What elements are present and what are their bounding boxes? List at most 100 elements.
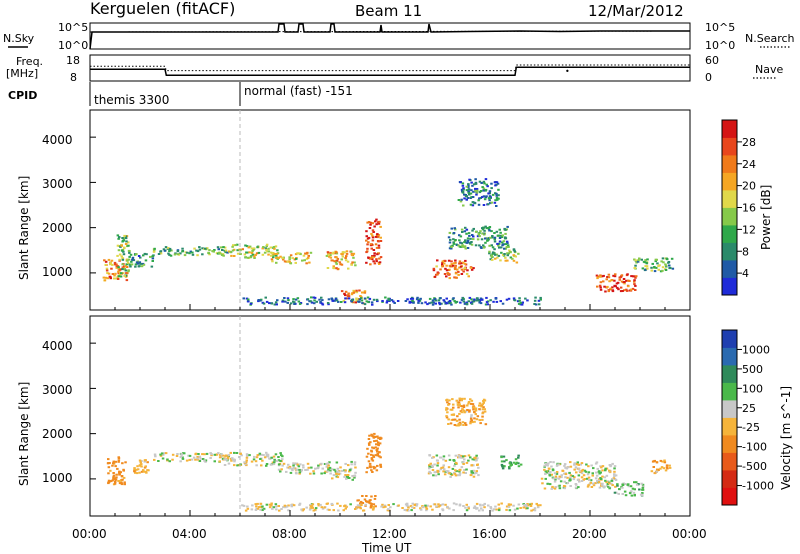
freq-trace — [90, 66, 690, 77]
power-cell — [266, 250, 269, 253]
power-cell — [489, 258, 492, 261]
velocity-cell — [171, 453, 175, 456]
velocity-cell — [509, 503, 512, 506]
power-cell — [275, 303, 278, 306]
velocity-cell — [153, 453, 157, 456]
velocity-cell — [291, 467, 294, 470]
velocity-cell — [452, 413, 456, 416]
velocity-cell — [157, 460, 160, 462]
power-cell — [286, 297, 290, 300]
power-cell — [481, 232, 484, 235]
x-tick-label: 08:00 — [272, 527, 307, 541]
power-cell — [247, 246, 250, 249]
power-cell — [509, 251, 512, 254]
velocity-cell — [338, 472, 342, 475]
power-y-tick: 4000 — [42, 133, 73, 147]
power-cell — [255, 252, 259, 255]
power-cell — [372, 255, 376, 258]
power-frame — [89, 109, 691, 311]
velocity-cell — [280, 454, 283, 457]
velocity-cell — [550, 465, 553, 468]
velocity-cell — [411, 502, 414, 505]
velocity-cell — [277, 468, 281, 471]
velocity-cell — [353, 475, 357, 478]
power-cell — [496, 198, 499, 201]
power-cell — [135, 261, 139, 264]
velocity-cell — [443, 468, 446, 471]
power-cell — [270, 254, 273, 257]
power-cell — [189, 250, 192, 253]
power-cell — [482, 244, 485, 247]
power-cell — [241, 248, 244, 251]
velocity-cell — [472, 506, 476, 509]
velocity-cell — [469, 398, 472, 401]
velocity-cell — [476, 415, 480, 418]
velocity-cell — [106, 462, 110, 465]
velocity-cell — [569, 476, 572, 479]
velocity-cell — [117, 459, 121, 462]
velocity-cell — [386, 509, 390, 512]
velocity-cell — [596, 479, 599, 482]
power-cell — [111, 263, 114, 266]
velocity-cell — [111, 464, 114, 467]
velocity-cell — [354, 508, 357, 510]
power-cell — [345, 250, 349, 253]
power-cell — [376, 300, 379, 303]
velocity-cell — [254, 460, 258, 463]
power-cell — [517, 252, 520, 255]
power-cell — [498, 228, 501, 231]
power-cell — [467, 275, 470, 278]
velocity-cell — [462, 406, 466, 408]
power-cell — [504, 243, 507, 246]
power-cell — [449, 265, 452, 268]
nave-tick-bottom: 0 — [705, 71, 712, 84]
velocity-cell — [265, 503, 269, 506]
power-cell — [143, 252, 147, 255]
power-cell — [516, 300, 520, 303]
velocity-cell — [275, 508, 278, 511]
power-cell — [411, 297, 415, 300]
power-cell — [501, 253, 505, 256]
velocity-cell — [431, 469, 435, 471]
power-cell — [103, 279, 107, 282]
velocity-cell — [298, 468, 301, 471]
power-cell — [121, 258, 125, 261]
velocity-cell — [199, 457, 202, 460]
velocity-cell — [371, 471, 374, 473]
velocity-cell — [633, 494, 636, 497]
power-cell — [490, 244, 493, 247]
power-cell — [478, 301, 481, 304]
power-cell — [474, 244, 478, 247]
power-cell — [488, 199, 491, 202]
power-cell — [443, 300, 446, 303]
power-cell — [169, 254, 173, 257]
velocity-colorbar-tick-label: -100 — [742, 441, 767, 454]
velocity-cell — [412, 506, 416, 509]
velocity-cell — [231, 458, 235, 461]
power-cell — [442, 299, 445, 302]
power-axes: 1000 2000 3000 4000 Slant Range [km] — [17, 133, 73, 280]
velocity-cell — [372, 506, 375, 508]
power-cell — [276, 249, 279, 252]
power-cell — [467, 186, 470, 189]
power-cell — [625, 289, 629, 292]
power-cell — [134, 265, 137, 268]
velocity-cell — [560, 476, 563, 479]
power-cell — [396, 300, 400, 302]
power-cell — [127, 241, 130, 244]
power-cell — [372, 298, 376, 301]
velocity-cell — [325, 465, 328, 468]
power-cell — [296, 252, 299, 255]
velocity-cell — [612, 477, 616, 480]
velocity-cell — [272, 463, 276, 466]
velocity-cell — [378, 442, 382, 445]
velocity-cell — [159, 454, 163, 457]
power-cell — [491, 251, 495, 254]
velocity-cell — [138, 471, 141, 474]
power-cell — [470, 243, 474, 246]
power-cell — [457, 244, 460, 247]
velocity-cell — [268, 457, 271, 460]
velocity-cell — [545, 464, 548, 467]
velocity-cell — [428, 465, 431, 468]
velocity-cell — [268, 503, 272, 506]
